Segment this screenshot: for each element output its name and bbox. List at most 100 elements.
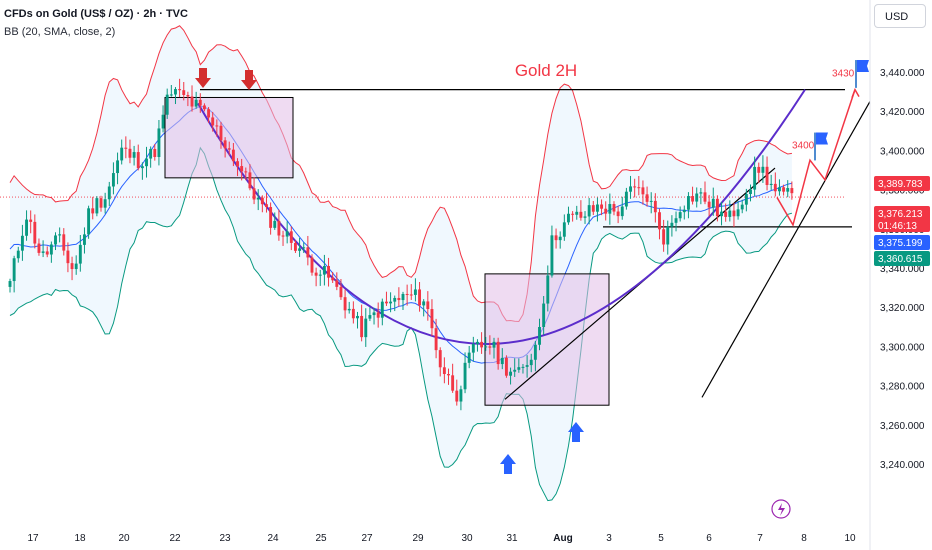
candle-body (732, 210, 736, 217)
candle-body (413, 289, 417, 295)
candle-body (178, 89, 182, 91)
indicator-legend[interactable]: BB (20, SMA, close, 2) (4, 26, 116, 38)
candle-body (691, 196, 695, 202)
time-tick-label: Aug (553, 533, 572, 544)
candle-body (471, 343, 475, 353)
candle-body (347, 308, 351, 311)
price-label-text: 3,389.783 (878, 179, 923, 190)
candle-body (244, 171, 248, 173)
candle-body (174, 89, 177, 95)
candle-body (360, 315, 364, 338)
candle-body (29, 219, 33, 222)
candle-body (165, 94, 169, 115)
candle-body (480, 341, 484, 348)
candle-body (604, 208, 608, 214)
candle-body (587, 205, 591, 217)
time-tick-label: 31 (506, 533, 518, 544)
candle-body (335, 280, 339, 287)
candle-body (8, 281, 12, 287)
candle-body (389, 301, 393, 304)
top-zone-box (164, 96, 294, 179)
candle-body (500, 357, 504, 365)
candle-body (314, 272, 318, 276)
candle-body (558, 236, 562, 241)
candle-body (517, 367, 521, 370)
flag-icon (857, 60, 869, 73)
price-tick-label: 3,320.000 (880, 303, 925, 314)
price-tick-label: 3,240.000 (880, 460, 925, 471)
candle-body (579, 211, 583, 218)
time-tick-label: 6 (706, 533, 712, 544)
target-3430-label: 3430 (832, 69, 855, 80)
candle-body (442, 367, 446, 375)
candle-body (637, 187, 641, 189)
time-tick-label: 17 (27, 533, 39, 544)
candle-body (111, 173, 115, 187)
time-axis: 17 18 20 22 23 24 25 27 29 30 31 Aug 3 5 6 7 8 10 (27, 533, 856, 544)
candle-body (49, 244, 53, 255)
candle-body (670, 222, 674, 227)
candle-body (25, 219, 28, 236)
symbol-title[interactable]: CFDs on Gold (US$ / OZ) · 2h · TVC (4, 8, 188, 20)
candle-body (318, 274, 322, 276)
candle-body (124, 147, 128, 149)
time-tick-label: 25 (315, 533, 327, 544)
annotation-marks: Gold 2H 3400 3430 (195, 60, 869, 519)
price-tick-label: 3,380.000 (880, 186, 925, 197)
candle-body (459, 389, 463, 402)
candle-body (571, 213, 575, 215)
time-tick-label: 8 (801, 533, 807, 544)
candle-body (405, 293, 409, 295)
candle-body (83, 234, 86, 245)
candle-body (600, 204, 604, 209)
candle-body (87, 208, 91, 235)
candle-body (91, 208, 95, 214)
buy-arrow-1 (500, 454, 516, 474)
price-tick-label: 3,300.000 (880, 342, 925, 353)
price-tick-label: 3,440.000 (880, 68, 925, 79)
candle-body (662, 229, 666, 245)
candle-body (37, 243, 41, 253)
candle-body (62, 234, 66, 251)
candle-body (240, 166, 244, 172)
time-tick-label: 20 (118, 533, 130, 544)
candle-body (686, 196, 690, 210)
candle-body (380, 301, 384, 318)
candle-body (302, 247, 306, 249)
candle-body (591, 205, 595, 212)
price-tick-label: 3,420.000 (880, 107, 925, 118)
candle-body (343, 297, 347, 311)
candle-body (554, 235, 558, 241)
candle-body (140, 166, 144, 169)
candle-body (674, 218, 678, 223)
candle-body (778, 187, 781, 192)
candle-body (418, 289, 421, 306)
candle-body (169, 94, 173, 96)
candle-body (538, 326, 541, 345)
candle-body (484, 346, 488, 348)
candle-body (430, 309, 434, 329)
candle-body (492, 341, 496, 348)
candle-body (356, 315, 359, 319)
candle-body (16, 250, 20, 259)
time-tick-label: 29 (412, 533, 424, 544)
candle-body (331, 277, 335, 281)
candle-body (769, 183, 773, 186)
candle-body (765, 166, 769, 186)
price-label-box (874, 235, 930, 250)
candle-body (194, 99, 198, 107)
time-tick-label: 3 (606, 533, 612, 544)
sell-arrow-2 (241, 70, 257, 90)
candle-body (426, 301, 430, 310)
candle-body (649, 200, 653, 202)
candle-body (624, 191, 628, 207)
candle-body (513, 369, 517, 372)
candle-body (641, 187, 645, 195)
candle-body (633, 186, 637, 188)
candle-body (376, 312, 380, 318)
candle-body (372, 312, 376, 316)
flag-icon (816, 132, 828, 145)
price-label-text: 3,375.199 (878, 238, 923, 249)
currency-button[interactable]: USD (874, 4, 926, 28)
